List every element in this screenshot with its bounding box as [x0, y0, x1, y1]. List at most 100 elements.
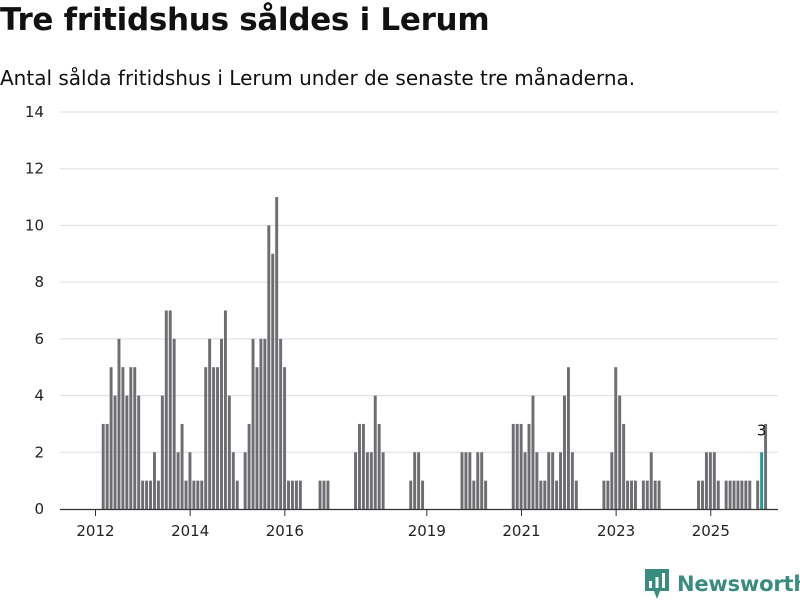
bar: [208, 338, 212, 509]
bar: [535, 452, 539, 509]
bar: [712, 452, 716, 509]
bar: [358, 423, 361, 509]
bar: [704, 452, 708, 509]
bar: [141, 480, 145, 509]
bar: [176, 452, 180, 509]
bar: [511, 423, 515, 509]
bar: [527, 423, 531, 509]
bar: [551, 452, 555, 509]
bar: [365, 452, 369, 509]
grid-lines: [60, 111, 778, 453]
bar: [153, 452, 156, 509]
x-tick-label: 2016: [266, 522, 304, 540]
chart-subtitle: Antal sålda fritidshus i Lerum under de …: [0, 66, 636, 90]
x-axis: 2012 2014 2016 2019 2021 2023 2025: [60, 508, 778, 540]
bar: [531, 395, 535, 509]
bar: [610, 452, 614, 509]
bar: [618, 395, 622, 509]
bar: [137, 395, 141, 509]
bar: [476, 452, 480, 509]
bar: [247, 423, 251, 509]
bar: [701, 480, 704, 509]
bar: [369, 452, 373, 509]
bar: [212, 367, 216, 509]
bar: [566, 367, 570, 509]
bar: [649, 452, 653, 509]
bar: [464, 452, 468, 509]
bar: [129, 367, 133, 509]
bar: [563, 395, 566, 509]
bar: [184, 480, 188, 509]
bar: [105, 423, 109, 509]
x-tick-label: 2025: [692, 522, 730, 540]
y-tick-label: 12: [25, 160, 44, 178]
bar: [409, 480, 413, 509]
bar: [602, 480, 606, 509]
bar: [204, 367, 208, 509]
bar: [117, 338, 121, 509]
bar: [760, 452, 764, 509]
x-tick-label: 2019: [408, 522, 446, 540]
bar: [630, 480, 633, 509]
y-tick-label: 8: [34, 273, 44, 291]
bar: [622, 423, 626, 509]
bar: [570, 452, 574, 509]
bar: [559, 452, 563, 509]
bar: [728, 480, 732, 509]
bar: [460, 452, 464, 509]
bar: [421, 480, 425, 509]
bar: [156, 480, 160, 509]
bar: [633, 480, 637, 509]
bars: [101, 197, 768, 509]
bar: [417, 452, 421, 509]
x-tick-label: 2012: [76, 522, 114, 540]
y-axis-labels: 0 2 4 6 8 10 12 14: [25, 103, 44, 518]
bar: [133, 367, 137, 509]
bar: [322, 480, 326, 509]
bar: [263, 338, 267, 509]
bar: [413, 452, 417, 509]
bar: [732, 480, 736, 509]
bar: [697, 480, 701, 509]
bar: [373, 395, 377, 509]
bar: [716, 480, 720, 509]
bar: [216, 367, 220, 509]
y-tick-label: 10: [25, 216, 44, 234]
chart-title: Tre fritidshus såldes i Lerum: [0, 2, 490, 38]
bar: [740, 480, 744, 509]
bar: [113, 395, 117, 509]
bar: [614, 367, 618, 509]
bar: [227, 395, 231, 509]
bar: [255, 367, 259, 509]
bar: [294, 480, 298, 509]
bar: [290, 480, 294, 509]
bar: [539, 480, 543, 509]
bar: [543, 480, 547, 509]
bar: [168, 310, 172, 509]
x-tick-label: 2021: [502, 522, 540, 540]
bar: [164, 310, 168, 509]
bar: [231, 452, 235, 509]
bar: [121, 367, 125, 509]
bar: [271, 253, 275, 509]
bar: [736, 480, 740, 509]
y-tick-label: 0: [34, 500, 44, 518]
bar: [298, 480, 302, 509]
bar: [484, 480, 488, 509]
bar: [259, 338, 263, 509]
bar: [756, 480, 760, 509]
bar: [109, 367, 113, 509]
bar: [555, 480, 559, 509]
bar: [326, 480, 330, 509]
bar: [523, 452, 527, 509]
brand-name: Newsworthy: [677, 572, 800, 596]
y-tick-label: 4: [34, 387, 44, 405]
bar: [283, 367, 287, 509]
bar: [172, 338, 176, 509]
bar: [101, 423, 105, 509]
bar: [220, 338, 223, 509]
bar: [243, 452, 247, 509]
bar: [125, 395, 129, 509]
bar: [381, 452, 385, 509]
